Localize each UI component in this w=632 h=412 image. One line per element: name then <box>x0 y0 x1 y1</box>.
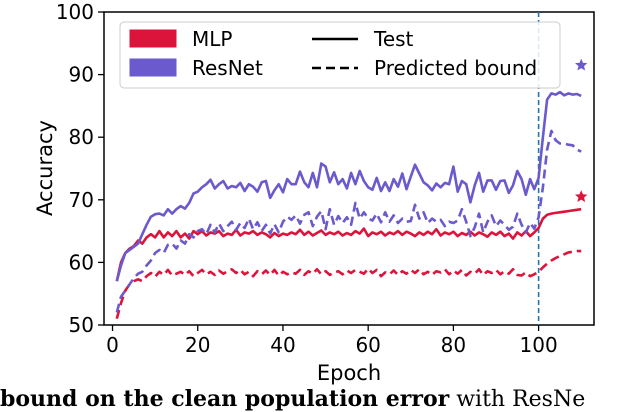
legend-label: MLP <box>192 27 232 51</box>
legend-label: Test <box>373 27 414 51</box>
series-mlp-bound <box>115 249 582 320</box>
star-marker <box>575 58 588 71</box>
legend-label: Predicted bound <box>374 56 537 80</box>
caption-bold-text: bound on the clean population error <box>0 386 450 412</box>
plot-frame <box>103 11 595 326</box>
legend-swatch <box>129 29 177 48</box>
y-tick-label: 100 <box>56 0 94 24</box>
axes: 0 20 40 60 80 100 50 60 70 80 90 100 <box>56 0 595 357</box>
caption-text: with ResNe <box>449 387 586 412</box>
x-tick-label: 0 <box>106 333 119 357</box>
legend-box <box>119 21 561 89</box>
accuracy-chart: 0 20 40 60 80 100 50 60 70 80 90 100 MLP ResNet Test P… <box>33 0 595 385</box>
y-tick-label: 70 <box>69 188 94 212</box>
x-tick-label: 60 <box>355 333 380 357</box>
y-tick-label: 90 <box>69 63 94 87</box>
series-mlp-test <box>115 207 582 282</box>
y-tick-label: 60 <box>69 250 94 274</box>
x-tick-label: 40 <box>270 333 295 357</box>
x-tick-label: 20 <box>185 333 210 357</box>
legend-label: ResNet <box>192 56 263 80</box>
star-marker <box>574 190 588 202</box>
y-tick-label: 80 <box>69 125 94 149</box>
series-resnet-bound <box>115 129 582 313</box>
x-tick-label: 100 <box>520 333 558 357</box>
x-tick-label: 80 <box>441 333 466 357</box>
x-axis-label: Epoch <box>317 361 381 385</box>
figure-caption: bound on the clean population error with… <box>0 386 632 412</box>
legend: MLP ResNet Test Predicted bound <box>119 21 561 89</box>
series-resnet-test <box>115 90 582 282</box>
y-axis-label: Accuracy <box>33 120 57 216</box>
y-tick-label: 50 <box>69 313 94 337</box>
legend-swatch <box>129 58 177 77</box>
